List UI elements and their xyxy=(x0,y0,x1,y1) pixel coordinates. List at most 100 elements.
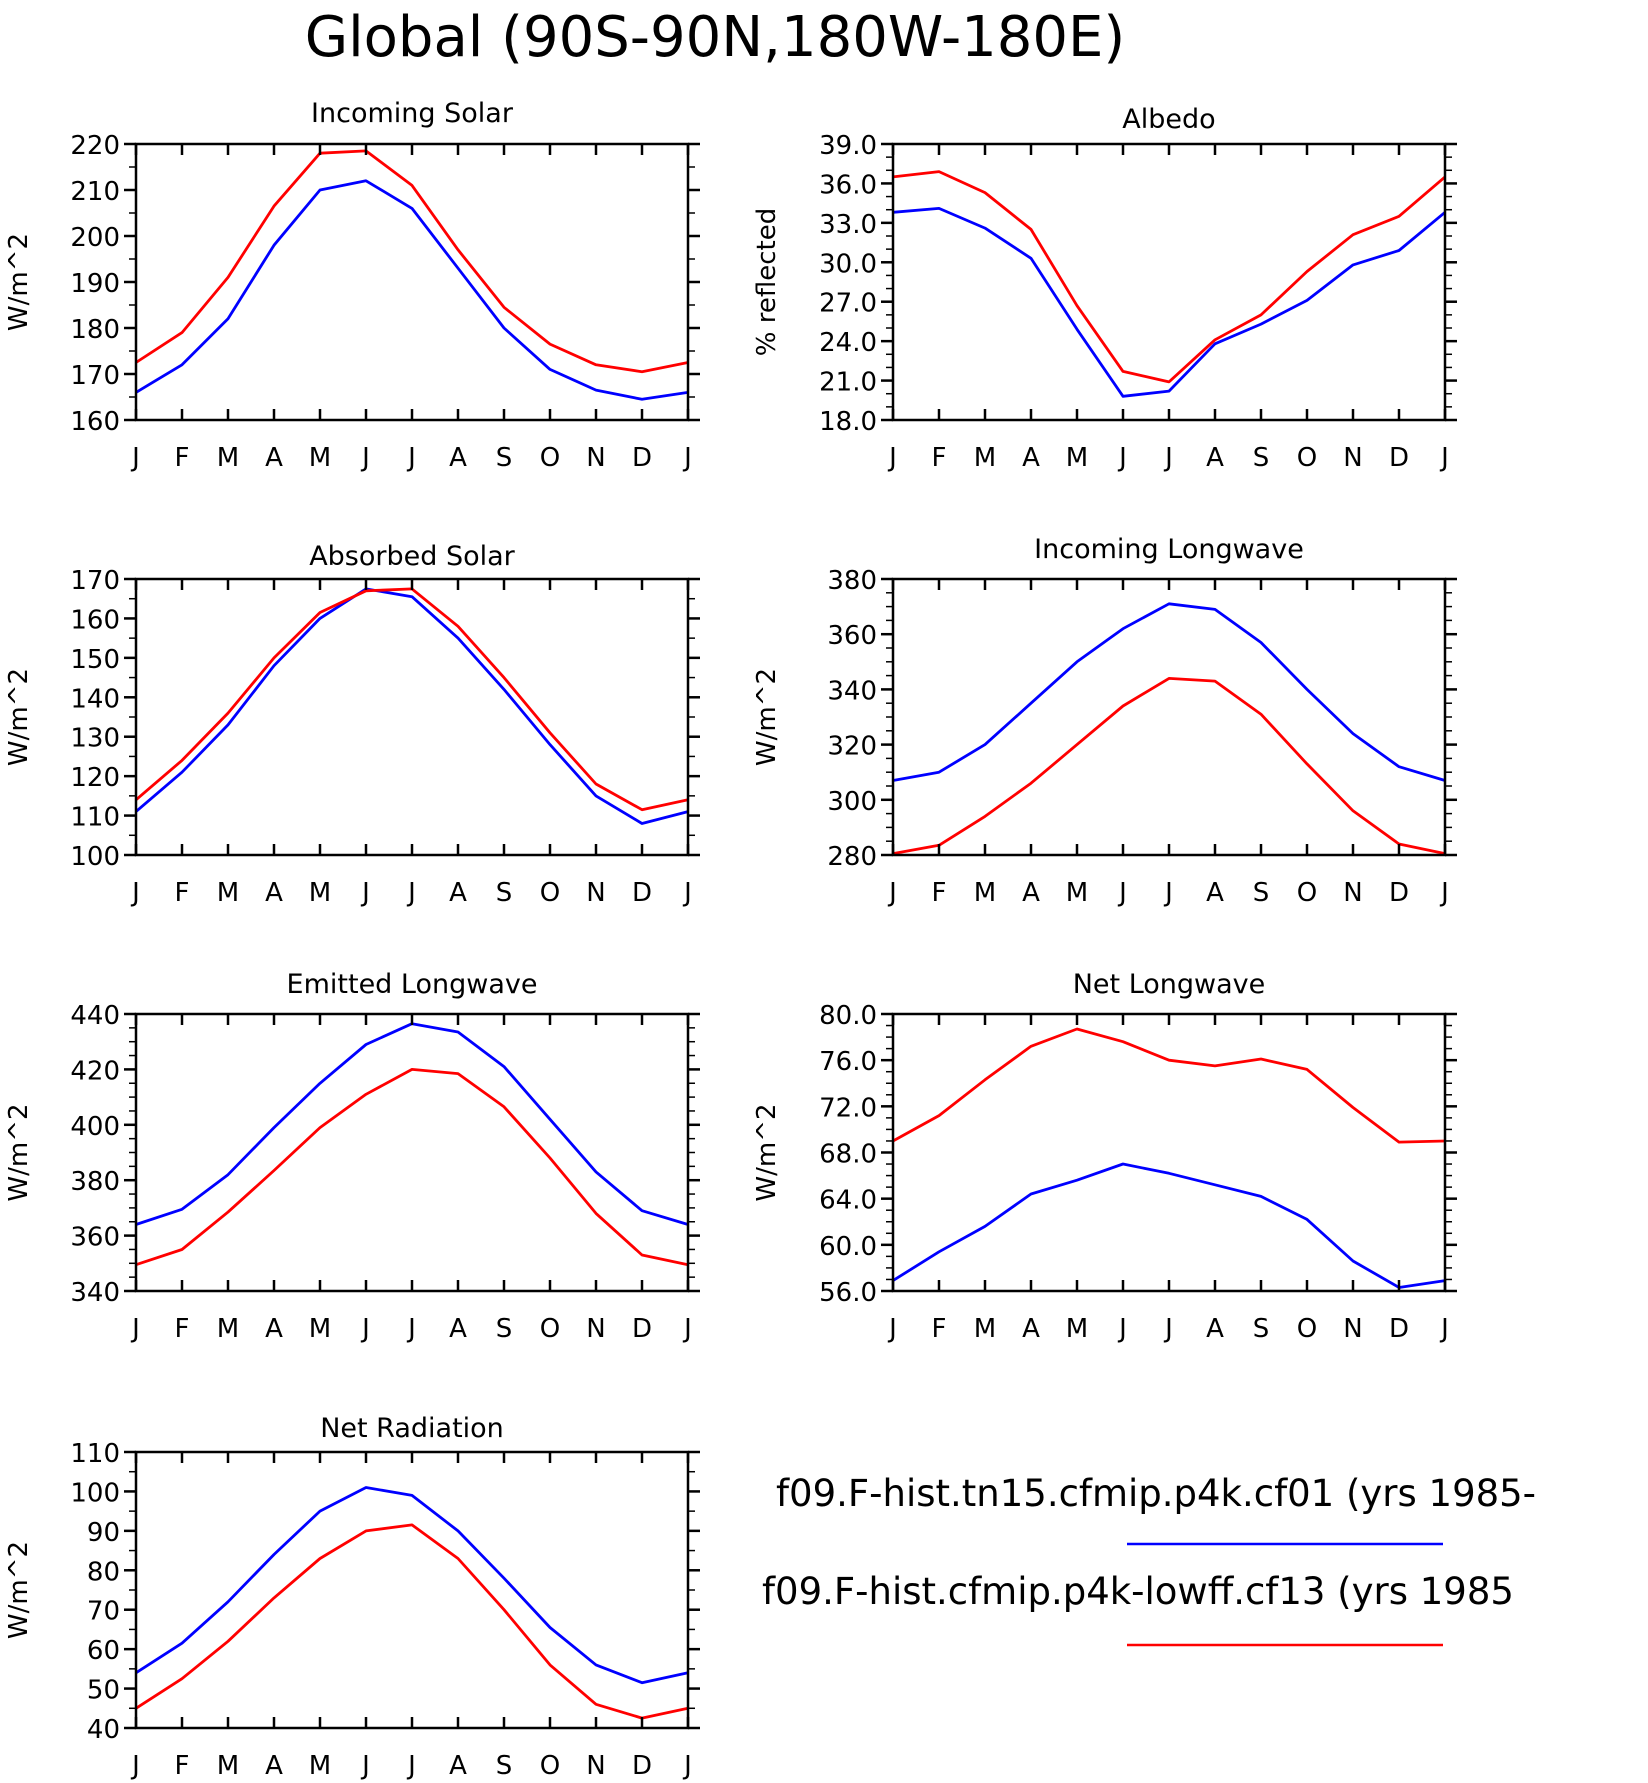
plot-frame xyxy=(134,1012,690,1293)
x-tick-label: J xyxy=(682,878,692,908)
x-tick-label: D xyxy=(632,443,652,473)
x-tick-label: N xyxy=(586,1751,605,1781)
series-line-1 xyxy=(135,179,689,401)
y-tick-label: 360 xyxy=(70,1223,120,1253)
plot-frame xyxy=(891,577,1447,857)
x-tick-label: A xyxy=(449,1751,467,1781)
x-tick-label: J xyxy=(406,1751,416,1781)
series-line-1 xyxy=(892,1162,1446,1289)
panel-title: Albedo xyxy=(1122,104,1215,135)
y-tick-label: 160 xyxy=(70,605,120,635)
legend-label-run1: f09.F-hist.tn15.cfmip.p4k.cf01 (yrs 1985… xyxy=(776,1472,1536,1515)
x-tick-label: J xyxy=(682,1751,692,1781)
x-tick-label: M xyxy=(217,1751,239,1781)
x-tick-label: S xyxy=(496,443,513,473)
panel-1: J F M A M J J A S O N D J160170180190200210220Incomi… xyxy=(4,98,700,473)
y-tick-label: 360 xyxy=(827,621,877,651)
x-tick-label: J xyxy=(1117,878,1127,908)
series-line-2 xyxy=(892,677,1446,855)
x-tick-label: A xyxy=(265,1314,283,1344)
panel-title: Net Radiation xyxy=(320,1413,504,1444)
x-tick-label: F xyxy=(175,443,190,473)
y-tick-label: 80.0 xyxy=(819,1001,877,1031)
y-tick-label: 160 xyxy=(70,407,120,437)
y-tick-label: 36.0 xyxy=(819,170,877,200)
x-tick-label: J xyxy=(360,1314,370,1344)
y-tick-label: 150 xyxy=(70,645,120,675)
x-tick-label: S xyxy=(1253,443,1270,473)
x-tick-label: M xyxy=(974,878,996,908)
x-tick-label: J xyxy=(130,1751,140,1781)
y-tick-label: 90 xyxy=(87,1518,120,1548)
x-tick-label: M xyxy=(217,878,239,908)
y-tick-label: 300 xyxy=(827,787,877,817)
x-tick-label: O xyxy=(540,878,560,908)
y-tick-label: 21.0 xyxy=(819,368,877,398)
y-tick-label: 400 xyxy=(70,1112,120,1142)
y-tick-label: 70 xyxy=(87,1597,120,1627)
x-tick-label: M xyxy=(309,878,331,908)
series-line-1 xyxy=(135,1486,689,1685)
x-tick-label: A xyxy=(265,443,283,473)
x-tick-label: S xyxy=(496,878,513,908)
y-tick-label: 72.0 xyxy=(819,1093,877,1123)
x-tick-label: D xyxy=(1389,1314,1409,1344)
plot-frame xyxy=(134,1450,690,1730)
x-tick-label: J xyxy=(406,1314,416,1344)
panel-3: J F M A M J J A S O N D J100110120130140150160170Abs… xyxy=(4,541,700,908)
x-tick-label: M xyxy=(1066,1314,1088,1344)
x-tick-label: N xyxy=(1343,443,1362,473)
x-tick-label: M xyxy=(217,1314,239,1344)
x-tick-label: J xyxy=(1117,1314,1127,1344)
y-axis-label: W/m^2 xyxy=(4,668,34,766)
x-tick-label: J xyxy=(360,878,370,908)
y-tick-label: 27.0 xyxy=(819,289,877,319)
y-tick-label: 140 xyxy=(70,684,120,714)
x-tick-label: A xyxy=(1022,1314,1040,1344)
x-tick-label: N xyxy=(586,878,605,908)
x-tick-label: M xyxy=(217,443,239,473)
x-tick-label: M xyxy=(309,1314,331,1344)
plot-frame xyxy=(891,1012,1447,1293)
x-tick-label: S xyxy=(496,1314,513,1344)
x-tick-label: D xyxy=(632,1751,652,1781)
x-tick-label: D xyxy=(1389,443,1409,473)
legend: f09.F-hist.tn15.cfmip.p4k.cf01 (yrs 1985… xyxy=(762,1472,1536,1647)
x-tick-label: A xyxy=(449,443,467,473)
x-tick-label: O xyxy=(540,1751,560,1781)
x-tick-label: A xyxy=(265,1751,283,1781)
x-tick-label: J xyxy=(1439,1314,1449,1344)
panel-title: Incoming Longwave xyxy=(1034,534,1304,565)
y-tick-label: 110 xyxy=(70,803,120,833)
x-tick-label: J xyxy=(887,878,897,908)
y-tick-label: 180 xyxy=(70,315,120,345)
x-tick-label: F xyxy=(175,1751,190,1781)
y-tick-label: 280 xyxy=(827,842,877,872)
panel-title: Net Longwave xyxy=(1073,969,1266,1000)
x-tick-label: J xyxy=(130,878,140,908)
y-tick-label: 220 xyxy=(70,131,120,161)
y-tick-label: 100 xyxy=(70,1478,120,1508)
x-tick-label: D xyxy=(1389,878,1409,908)
y-tick-label: 320 xyxy=(827,732,877,762)
x-tick-label: J xyxy=(1439,878,1449,908)
x-tick-label: J xyxy=(682,1314,692,1344)
x-tick-label: D xyxy=(632,878,652,908)
plot-frame xyxy=(891,142,1447,422)
series-line-1 xyxy=(135,1022,689,1226)
panels: J F M A M J J A S O N D J160170180190200210220Incomi… xyxy=(4,98,1457,1781)
plot-frame xyxy=(134,577,690,857)
y-tick-label: 68.0 xyxy=(819,1140,877,1170)
y-tick-label: 39.0 xyxy=(819,131,877,161)
figure-title: Global (90S-90N,180W-180E) xyxy=(305,5,1126,70)
x-tick-label: A xyxy=(1206,878,1224,908)
y-axis-label: W/m^2 xyxy=(752,668,782,766)
x-tick-label: M xyxy=(1066,878,1088,908)
x-tick-label: J xyxy=(1163,443,1173,473)
y-axis-label: % reflected xyxy=(752,208,782,356)
x-tick-label: O xyxy=(1297,1314,1317,1344)
x-tick-label: A xyxy=(1022,878,1040,908)
y-tick-label: 60.0 xyxy=(819,1232,877,1262)
